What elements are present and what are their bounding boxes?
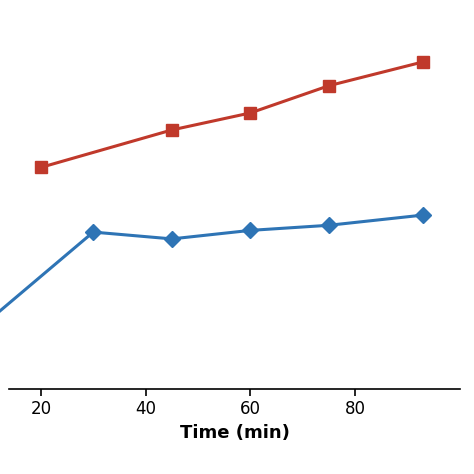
MR — [326, 83, 332, 89]
Line: MB: MB — [0, 210, 428, 326]
MR — [247, 110, 253, 116]
MB — [91, 229, 96, 235]
Line: MR: MR — [35, 55, 429, 173]
MR — [169, 127, 174, 133]
MR — [420, 59, 426, 65]
MB — [169, 236, 174, 242]
MB — [247, 228, 253, 233]
X-axis label: Time (min): Time (min) — [180, 424, 290, 442]
MR — [38, 164, 44, 170]
MB — [326, 222, 332, 228]
MB — [420, 212, 426, 218]
